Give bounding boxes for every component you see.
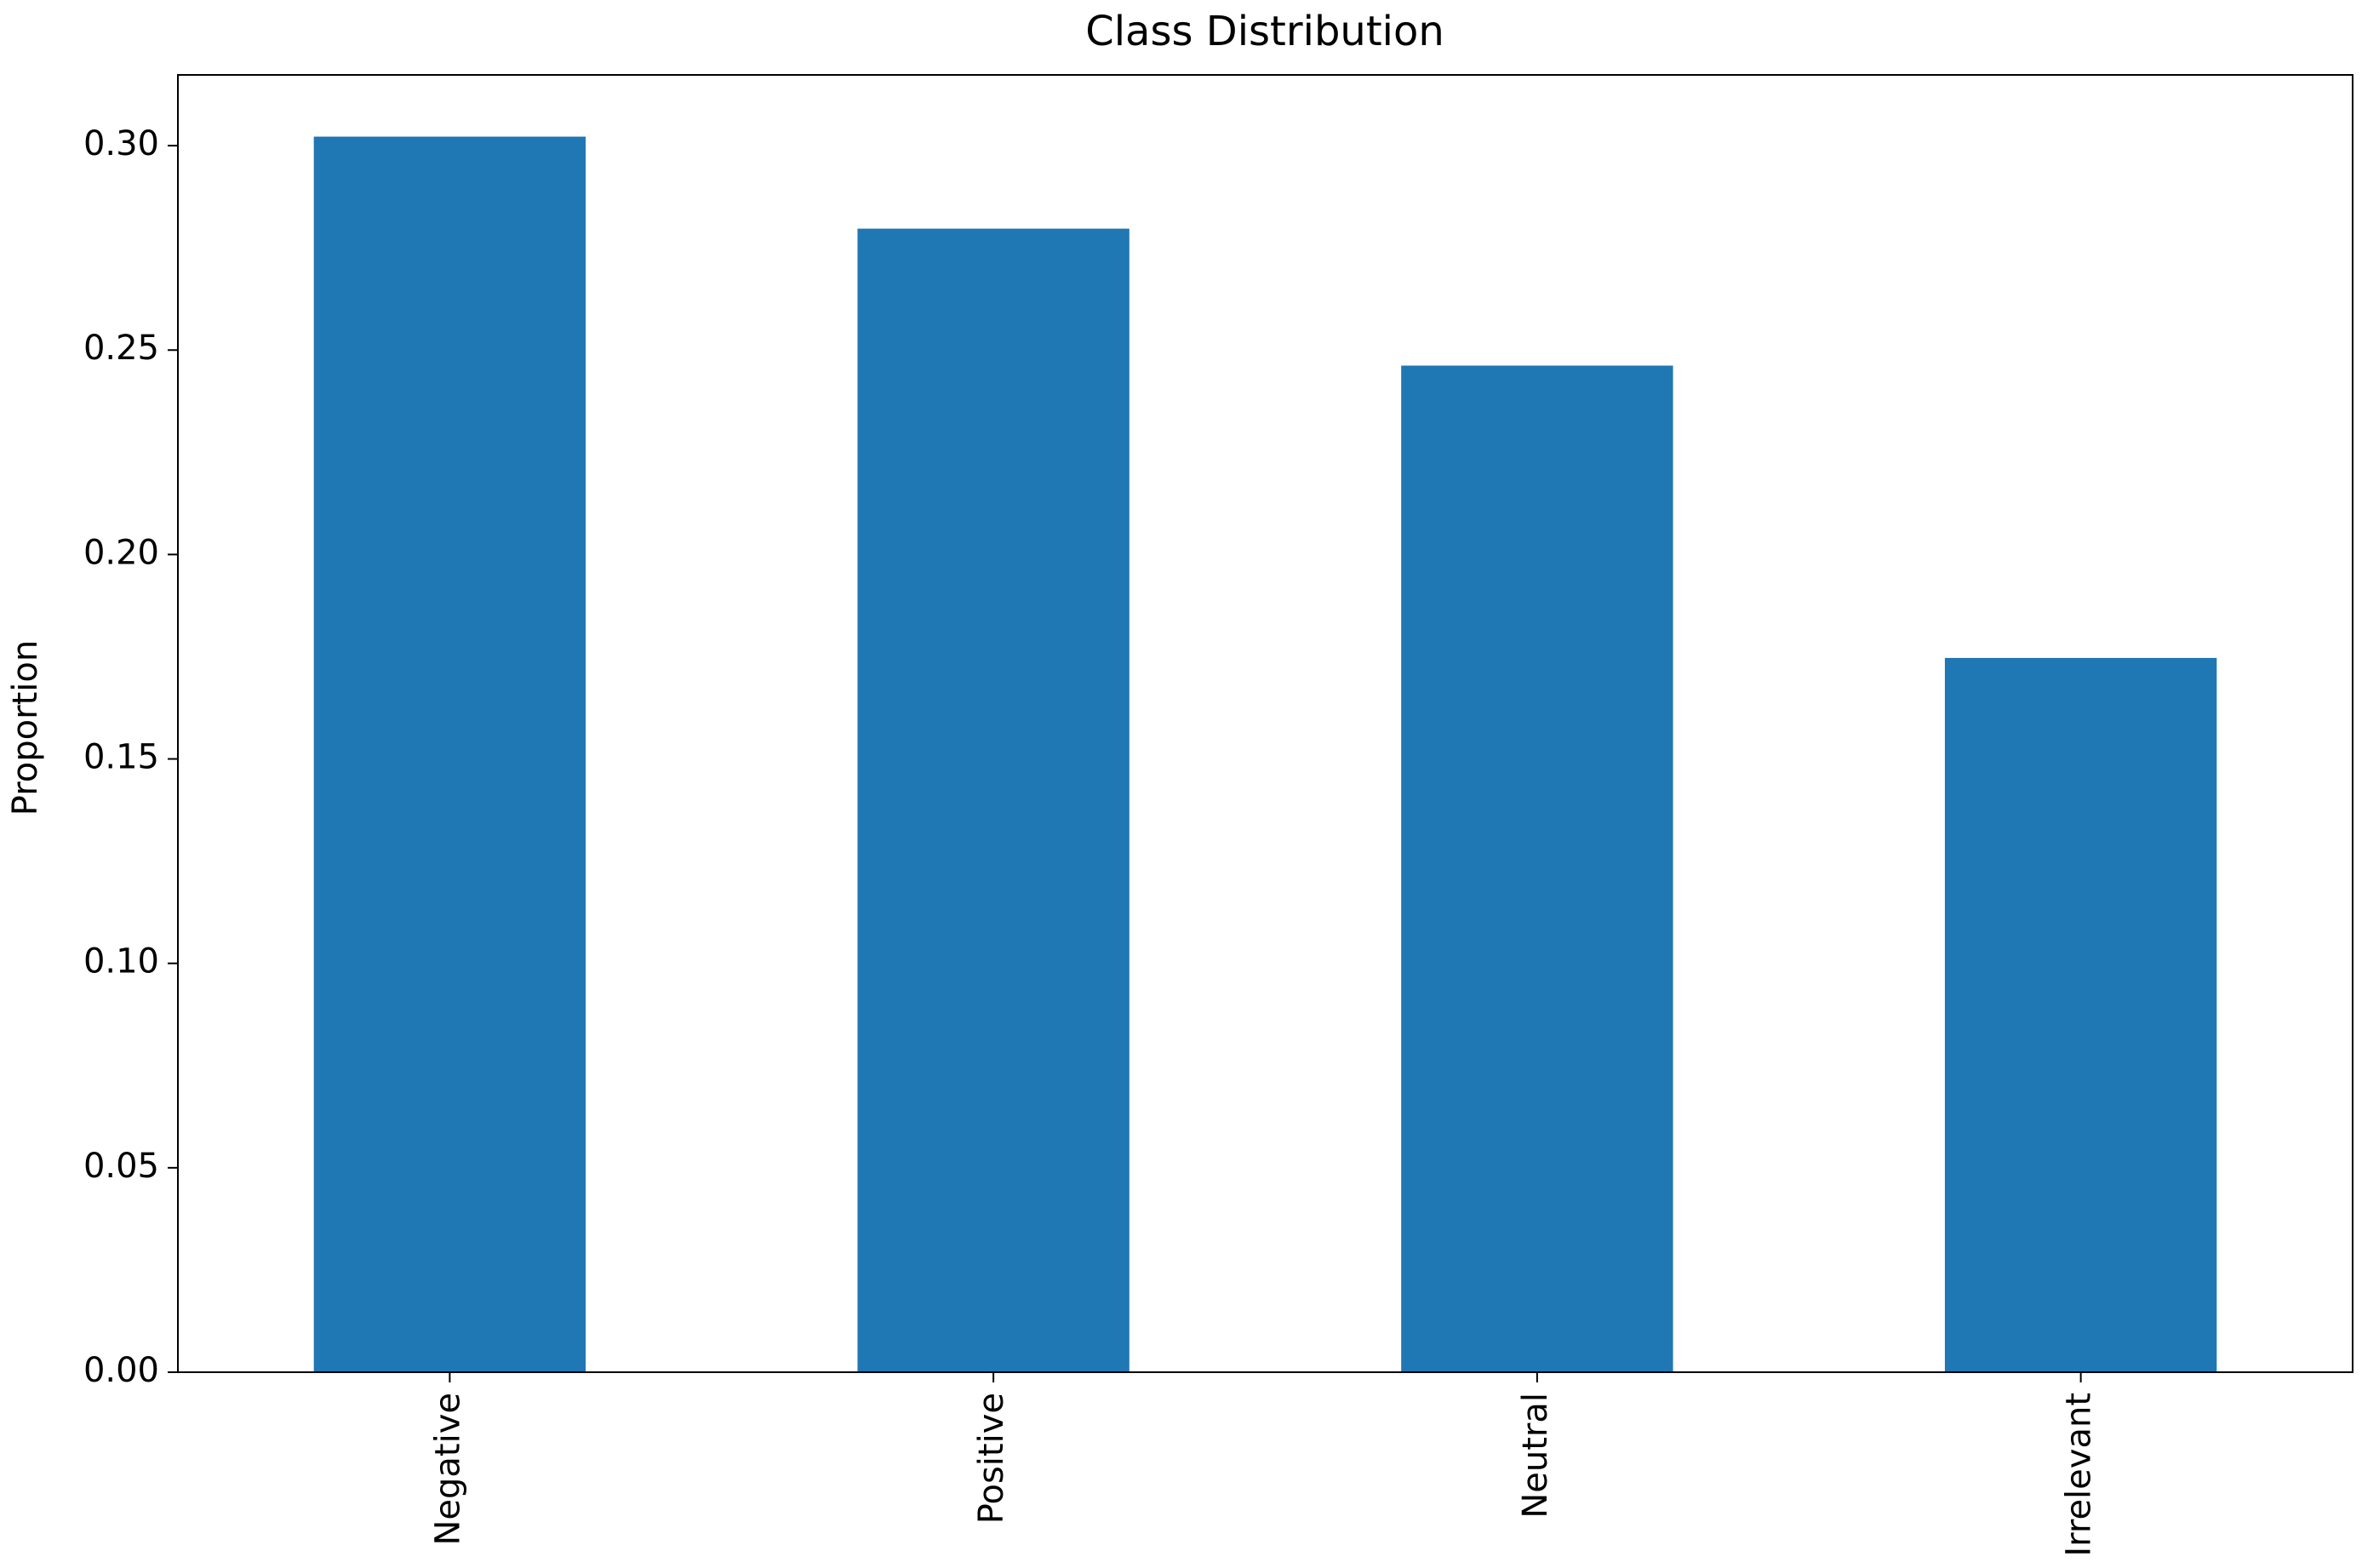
x-tick-label: Positive: [972, 1393, 1011, 1524]
chart-title: Class Distribution: [1085, 8, 1444, 55]
y-tick-label: 0.25: [83, 329, 159, 368]
y-tick-label: 0.15: [83, 738, 159, 777]
y-tick-label: 0.00: [83, 1351, 159, 1390]
bar: [857, 228, 1130, 1372]
y-tick-label: 0.05: [83, 1147, 159, 1186]
y-tick-label: 0.30: [83, 124, 159, 163]
y-axis-label: Proportion: [6, 640, 45, 815]
bar: [313, 136, 586, 1373]
bar: [1944, 657, 2217, 1372]
x-tick-label: Irrelevant: [2060, 1393, 2099, 1557]
y-tick-label: 0.10: [83, 942, 159, 981]
bar: [1401, 365, 1673, 1372]
plot-frame: [177, 74, 2353, 1373]
x-tick-label: Negative: [428, 1393, 467, 1546]
y-tick-label: 0.20: [83, 533, 159, 572]
x-tick-label: Neutral: [1516, 1393, 1555, 1519]
